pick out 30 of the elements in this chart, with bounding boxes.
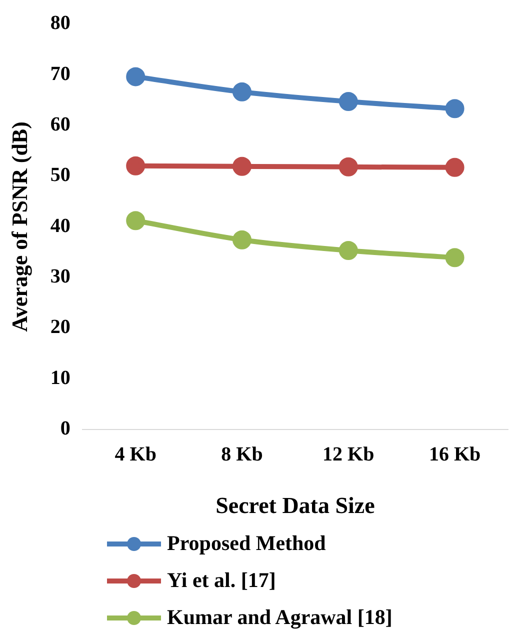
- x-tick-label: 16 Kb: [428, 444, 481, 466]
- point: [126, 211, 146, 230]
- legend-label: Proposed Method: [167, 531, 326, 556]
- point: [232, 156, 252, 176]
- point: [445, 248, 464, 268]
- y-tick-label: 50: [50, 164, 70, 186]
- y-tick-label: 70: [50, 62, 70, 85]
- point: [338, 157, 358, 176]
- point: [232, 230, 252, 250]
- x-tick-label: 12 Kb: [322, 444, 374, 466]
- x-axis-title: Secret Data Size: [216, 493, 375, 518]
- y-axis-title: Average of PSNR (dB): [6, 122, 32, 332]
- y-tick-label: 40: [50, 214, 70, 237]
- point: [338, 92, 358, 112]
- y-tick-label: 30: [50, 266, 70, 288]
- x-tick-label: 4 Kb: [114, 444, 156, 466]
- y-tick-label: 0: [60, 418, 70, 440]
- y-tick-label: 80: [50, 12, 70, 34]
- x-tick-label: 8 Kb: [221, 444, 263, 466]
- point: [232, 82, 252, 102]
- point: [445, 158, 464, 177]
- point: [126, 156, 146, 176]
- legend-label: Yi et al. [17]: [167, 568, 276, 593]
- point: [445, 99, 464, 118]
- point: [338, 241, 358, 260]
- point: [126, 67, 146, 86]
- y-tick-label: 20: [50, 316, 70, 338]
- legend-label: Kumar and Agrawal [18]: [167, 605, 392, 630]
- y-tick-label: 10: [50, 366, 70, 389]
- y-tick-label: 60: [50, 114, 70, 136]
